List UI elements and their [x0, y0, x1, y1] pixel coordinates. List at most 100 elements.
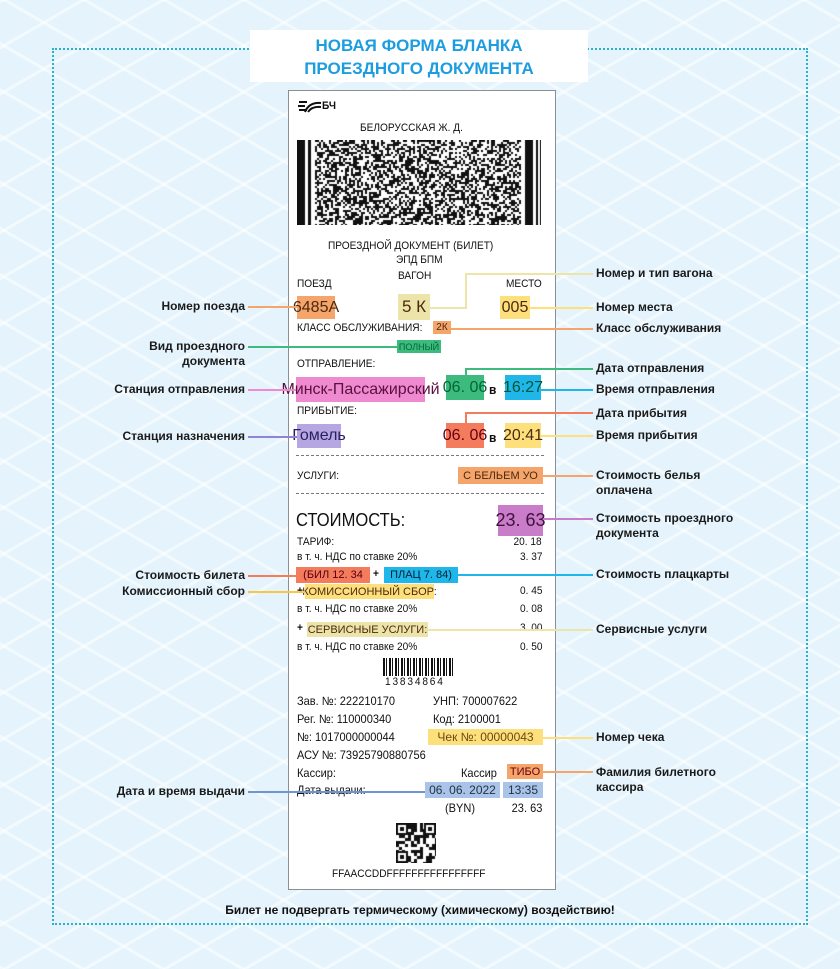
commission-label: КОМИССИОННЫЙ СБОР: — [302, 584, 437, 599]
callout-wagon: Номер и тип вагона — [596, 266, 713, 280]
connector — [530, 307, 593, 309]
callout-arr-station: Станция назначения — [122, 429, 245, 443]
connector — [248, 591, 305, 593]
total: 23. 63 — [511, 801, 542, 815]
arrival-date: 06. 06 — [443, 423, 487, 448]
receipt-number: Чек №: 00000043 — [428, 729, 543, 745]
train-number: 6485А — [293, 296, 339, 319]
connector — [248, 791, 425, 793]
unp: УНП: 700007622 — [433, 694, 518, 708]
callout-arr-time: Время прибытия — [596, 428, 698, 442]
callout-cost: Стоимость проездного документа — [596, 511, 734, 540]
wagon-label: ВАГОН — [398, 270, 432, 282]
connector — [248, 436, 297, 438]
arrival-time: 20:41 — [503, 423, 543, 448]
vat-label: в т. ч. НДС по ставке 20% — [297, 551, 418, 563]
doc-title: ПРОЕЗДНОЙ ДОКУМЕНТ (БИЛЕТ) — [328, 240, 494, 252]
departure-time: 16:27 — [503, 375, 543, 400]
doc-sub: ЭПД БПМ — [396, 254, 443, 266]
connector — [248, 575, 296, 577]
plus-sign: + — [297, 622, 303, 634]
railway-name: БЕЛОРУССКАЯ Ж. Д. — [360, 122, 463, 134]
vat-value: 0. 50 — [519, 641, 542, 653]
callout-class: Класс обслуживания — [596, 321, 722, 335]
zav-number: Зав. №: 222210170 — [297, 694, 396, 708]
vat-value: 3. 37 — [519, 551, 542, 563]
footer-warning: Билет не подвергать термическому (химиче… — [225, 903, 615, 917]
connector — [248, 346, 397, 348]
train-label: ПОЕЗД — [297, 278, 332, 290]
commission-value: 0. 45 — [519, 585, 542, 597]
services-value: С БЕЛЬЕМ УО — [458, 467, 543, 484]
connector — [465, 368, 467, 375]
code: Код: 2100001 — [433, 712, 501, 726]
logo-text: БЧ — [322, 100, 337, 112]
callout-linen: Стоимость белья оплачена — [596, 468, 701, 497]
connector — [465, 412, 593, 414]
tariff-value: 20. 18 — [513, 536, 542, 548]
connector — [543, 771, 593, 773]
arrival-label: ПРИБЫТИЕ: — [297, 405, 357, 417]
callout-dep-time: Время отправления — [596, 382, 715, 396]
doc-number: №: 1017000000044 — [297, 730, 395, 744]
title-line-2: ПРОЕЗДНОГО ДОКУМЕНТА — [304, 59, 534, 78]
service-class: 2К — [433, 321, 451, 334]
callout-commission: Комиссионный сбор — [122, 584, 245, 598]
plus-sign: + — [373, 568, 379, 580]
ticket-cost: (БИЛ 12. 34 — [296, 567, 370, 583]
at-text: в — [489, 382, 497, 397]
departure-label: ОТПРАВЛЕНИЕ: — [297, 358, 376, 370]
connector — [541, 389, 593, 391]
callout-service-fee: Сервисные услуги — [596, 622, 708, 636]
cost-label: СТОИМОСТЬ: — [296, 510, 406, 530]
vat-label: в т. ч. НДС по ставке 20% — [297, 641, 418, 653]
class-label: КЛАСС ОБСЛУЖИВАНИЯ: — [297, 322, 423, 334]
cashier-name: ТИБО — [507, 764, 543, 779]
callout-cashier: Фамилия билетного кассира — [596, 765, 716, 794]
connector — [465, 368, 593, 370]
reserved-seat-cost: ПЛАЦ 7. 84) — [384, 567, 458, 583]
connector — [465, 273, 467, 308]
bch-logo-icon — [297, 99, 322, 113]
callout-ticket-cost: Стоимость билета — [135, 568, 245, 582]
services-label: УСЛУГИ: — [297, 470, 340, 482]
divider — [296, 455, 544, 456]
reg-number: Рег. №: 110000340 — [297, 712, 392, 726]
callout-dep-date: Дата отправления — [596, 361, 705, 375]
callout-arr-date: Дата прибытия — [596, 406, 687, 420]
departure-date: 06. 06 — [443, 375, 487, 400]
connector — [248, 389, 296, 391]
at-text: в — [489, 430, 497, 445]
linear-barcode — [383, 658, 453, 676]
callout-dep-station: Станция отправления — [114, 382, 245, 396]
cashier-label-2: Кассир — [461, 766, 497, 780]
vat-label: в т. ч. НДС по ставке 20% — [297, 603, 418, 615]
connector — [451, 328, 593, 330]
issue-date: 06. 06. 2022 — [425, 782, 500, 798]
connector — [458, 574, 593, 576]
qr-code — [396, 823, 436, 863]
connector — [541, 435, 593, 437]
issue-label: Дата выдачи: — [297, 783, 366, 797]
callout-train: Номер поезда — [161, 299, 245, 313]
connector — [543, 475, 593, 477]
seat-number: 005 — [500, 296, 530, 319]
title-line-1: НОВАЯ ФОРМА БЛАНКА — [315, 36, 523, 55]
connector — [430, 307, 467, 309]
issue-time: 13:35 — [503, 782, 543, 798]
currency: (BYN) — [445, 801, 476, 815]
service-fee-label: СЕРВИСНЫЕ УСЛУГИ: — [307, 622, 428, 637]
ticket-code: FFAACCDDFFFFFFFFFFFFFFFF — [332, 868, 486, 880]
connector — [465, 412, 467, 423]
divider — [296, 493, 544, 494]
connector — [543, 518, 593, 520]
2d-barcode — [297, 140, 541, 225]
seat-label: МЕСТО — [506, 278, 542, 290]
callout-doc-type: Вид проездного документа — [149, 339, 245, 368]
callout-receipt: Номер чека — [596, 730, 665, 744]
doc-type: ПОЛНЫЙ — [397, 340, 441, 353]
page-title: НОВАЯ ФОРМА БЛАНКА ПРОЕЗДНОГО ДОКУМЕНТА — [250, 30, 588, 82]
connector — [465, 273, 593, 275]
connector — [543, 737, 593, 739]
departure-station: Минск-Пассажирский — [281, 377, 440, 402]
